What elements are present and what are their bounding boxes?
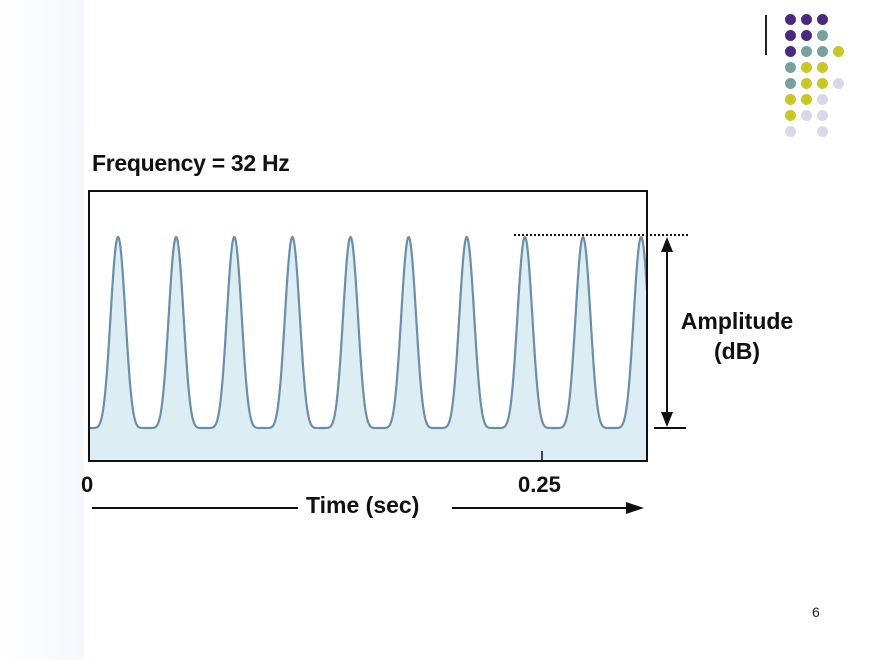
decorative-dot [785, 110, 796, 121]
decorative-dot [817, 30, 828, 41]
decorative-dot [817, 94, 828, 105]
decorative-dot [817, 62, 828, 73]
decorative-dot [785, 78, 796, 89]
decorative-dot [801, 30, 812, 41]
amplitude-arrow-up-head [661, 237, 673, 252]
time-arrow-head [626, 502, 644, 514]
y-axis-label-line: Amplitude [680, 308, 794, 334]
decorative-dot [785, 94, 796, 105]
left-background-strip [0, 0, 84, 660]
y-axis-label-line: (dB) [714, 338, 760, 364]
decorative-dot [817, 14, 828, 25]
decorative-dot [817, 46, 828, 57]
decorative-dot [785, 30, 796, 41]
x-tick-label-0: 0 [81, 472, 94, 497]
x-tick-label-0.25: 0.25 [518, 472, 561, 497]
decorative-dot [817, 126, 828, 137]
decorative-dot [785, 14, 796, 25]
waveform-line [89, 235, 649, 430]
decorative-dot [785, 126, 796, 137]
decorative-dot [801, 46, 812, 57]
decorative-dot [801, 94, 812, 105]
page-number: 6 [812, 604, 820, 620]
chart-title: Frequency = 32 Hz [92, 150, 290, 176]
decorative-dot [801, 62, 812, 73]
y-axis-label: Amplitude (dB) [664, 306, 810, 366]
decorative-dot [817, 78, 828, 89]
decorative-dot [833, 46, 844, 57]
decorative-dot [801, 110, 812, 121]
decorative-dot [801, 14, 812, 25]
decorative-dot [785, 62, 796, 73]
x-axis-label: Time (sec) [306, 492, 420, 518]
decorative-dot [833, 78, 844, 89]
decorative-dot [817, 110, 828, 121]
decorative-dot [785, 46, 796, 57]
amplitude-arrow-down-head [661, 412, 673, 427]
decorative-dot [801, 78, 812, 89]
plot-frame [88, 190, 648, 462]
decorative-divider-line [765, 15, 767, 55]
